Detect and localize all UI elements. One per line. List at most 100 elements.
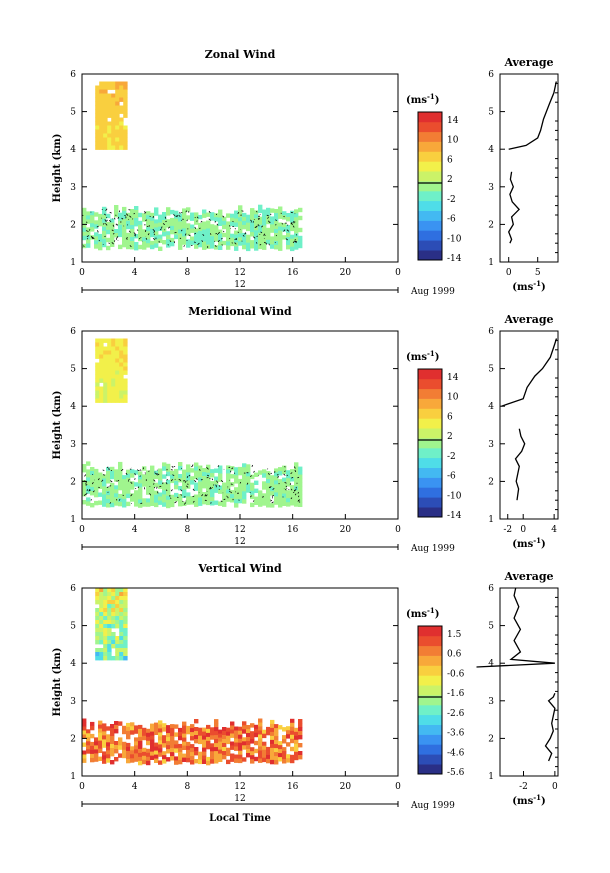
heatmap-cell xyxy=(110,760,115,765)
heatmap-cell xyxy=(95,648,100,653)
heatmap-cell xyxy=(119,346,124,351)
y-tick-label: 5 xyxy=(70,108,76,118)
heatmap-cell xyxy=(95,378,100,383)
heatmap-cell xyxy=(115,624,120,629)
heatmap-cell xyxy=(114,229,119,234)
heatmap-cell xyxy=(166,219,171,224)
heatmap-cell xyxy=(130,229,135,234)
heatmap-cell xyxy=(122,745,127,751)
x-tick-label: 16 xyxy=(287,782,299,792)
heatmap-cell xyxy=(266,207,271,213)
heatmap-cell xyxy=(162,755,167,760)
unit-text: (ms xyxy=(512,796,533,807)
heatmap-cell xyxy=(107,85,112,90)
heatmap-cell xyxy=(190,216,195,221)
heatmap-cell xyxy=(250,212,255,217)
heatmap-cell xyxy=(119,620,124,625)
heatmap-cell xyxy=(166,231,171,236)
heatmap-cell xyxy=(186,753,191,759)
heatmap-cell xyxy=(90,227,95,232)
heatmap-cell xyxy=(262,753,267,759)
heatmap-cell xyxy=(206,736,211,742)
heatmap-cell xyxy=(250,220,255,225)
colorbar-swatch xyxy=(418,714,442,725)
heatmap-cell xyxy=(126,734,131,740)
heatmap-cell xyxy=(254,728,259,734)
heatmap-cell xyxy=(222,755,227,760)
heatmap-cell xyxy=(170,241,175,247)
heatmap-cell xyxy=(262,497,267,502)
heatmap-cell xyxy=(99,133,104,138)
heatmap-cell xyxy=(134,741,139,746)
heatmap-cell xyxy=(130,730,135,735)
heatmap-cell xyxy=(234,214,239,219)
zero-contour xyxy=(83,464,301,505)
heatmap-cell xyxy=(115,370,120,375)
heatmap-cell xyxy=(166,749,171,754)
heatmap-cell xyxy=(230,490,235,495)
heatmap-cell xyxy=(103,592,108,597)
heatmap-cell xyxy=(238,217,243,222)
heatmap-cell xyxy=(174,210,179,216)
heatmap-cell xyxy=(198,242,203,248)
heatmap-cell xyxy=(111,141,116,146)
heatmap-cell xyxy=(99,97,104,102)
colorbar-label: -2.6 xyxy=(447,709,465,719)
heatmap-cell xyxy=(134,490,139,495)
heatmap-cell xyxy=(222,490,227,495)
heatmap-cell xyxy=(154,746,159,751)
heatmap-cell xyxy=(266,227,271,233)
heatmap-cell xyxy=(286,726,291,731)
heatmap-cell xyxy=(114,233,119,238)
heatmap-cell xyxy=(294,735,299,741)
heatmap-cell xyxy=(250,224,255,229)
heatmap-cell xyxy=(90,471,95,476)
heatmap-cell xyxy=(106,221,111,227)
heatmap-cell xyxy=(234,222,239,227)
heatmap-cell xyxy=(166,733,171,738)
heatmap-cell xyxy=(194,759,199,764)
heatmap-cell xyxy=(202,747,207,752)
avg-x-tick-label: 4 xyxy=(551,525,557,535)
heatmap-cell xyxy=(166,737,171,742)
heatmap-cell xyxy=(134,757,139,762)
heatmap-cell xyxy=(166,725,171,730)
unit-close: ) xyxy=(541,539,546,550)
heatmap-cell xyxy=(123,101,128,106)
heatmap-cell xyxy=(158,476,163,481)
heatmap-cell xyxy=(99,612,104,617)
heatmap-cell xyxy=(99,105,104,110)
heatmap-cell xyxy=(210,224,215,229)
heatmap-cell xyxy=(106,213,111,219)
heatmap-cell xyxy=(82,754,87,759)
heatmap-cell xyxy=(290,734,295,740)
heatmap-cell xyxy=(202,759,207,764)
heatmap-cell xyxy=(270,483,275,488)
heatmap-cell xyxy=(198,481,203,486)
heatmap-cell xyxy=(246,476,251,481)
heatmap-cell xyxy=(86,741,91,746)
heatmap-cell xyxy=(123,105,128,110)
heatmap-cell xyxy=(278,483,283,488)
heatmap-cell xyxy=(194,482,199,487)
heatmap-cell xyxy=(254,500,259,505)
heatmap-cell xyxy=(290,726,295,732)
heatmap-cell xyxy=(142,466,147,471)
heatmap-cell xyxy=(111,362,116,367)
heatmap-cell xyxy=(214,747,219,752)
heatmap-cell xyxy=(99,101,104,106)
heatmap-cell xyxy=(282,727,287,732)
heatmap-cell xyxy=(115,386,120,391)
heatmap-cell xyxy=(194,494,199,499)
y-tick-label: 6 xyxy=(70,584,76,594)
heatmap-cell xyxy=(182,232,187,237)
heatmap-cell xyxy=(238,738,243,744)
heatmap-cell xyxy=(226,727,231,733)
heatmap-cell xyxy=(98,484,103,489)
y-tick-label: 1 xyxy=(70,515,76,525)
heatmap-cell xyxy=(162,474,167,479)
heatmap-cell xyxy=(274,728,279,733)
heatmap-cell xyxy=(150,465,155,470)
heatmap-cell xyxy=(274,237,279,242)
y-tick-label: 2 xyxy=(70,477,76,487)
